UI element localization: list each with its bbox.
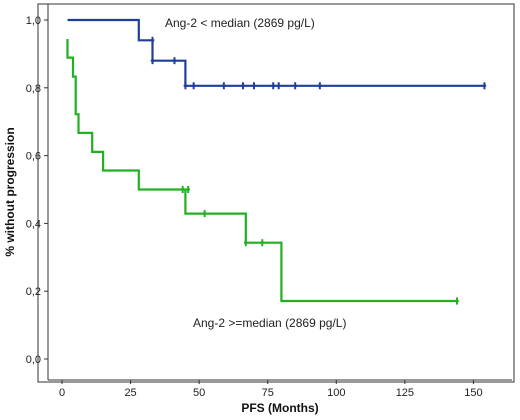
series-label-ang2-low: Ang-2 < median (2869 pg/L) [165, 16, 315, 30]
y-axis-ticks: 0,0 0,2 0,4 0,6 0,8 1,0 [26, 15, 48, 366]
y-tick-label: 0,0 [26, 354, 41, 366]
series-label-ang2-high: Ang-2 >=median (2869 pg/L) [193, 316, 346, 330]
x-tick-label: 25 [124, 387, 136, 399]
x-tick-label: 0 [59, 387, 65, 399]
x-tick-label: 150 [464, 387, 482, 399]
y-tick-label: 0,6 [26, 151, 41, 163]
y-tick-label: 1,0 [26, 15, 41, 27]
x-axis-ticks: 0 25 50 75 100 125 150 [59, 380, 483, 399]
y-tick-label: 0,8 [26, 83, 41, 95]
x-tick-label: 100 [327, 387, 345, 399]
plot-frame [37, 3, 515, 383]
x-tick-label: 50 [193, 387, 205, 399]
series-layer [66, 18, 487, 305]
series-line-ang2-above-median [66, 39, 457, 303]
x-axis-title: PFS (Months) [241, 401, 318, 415]
y-axis-title: % without progression [3, 127, 17, 256]
x-tick-label: 75 [262, 387, 274, 399]
y-tick-label: 0,2 [26, 286, 41, 298]
x-tick-label: 125 [396, 387, 414, 399]
y-tick-label: 0,4 [26, 218, 41, 230]
